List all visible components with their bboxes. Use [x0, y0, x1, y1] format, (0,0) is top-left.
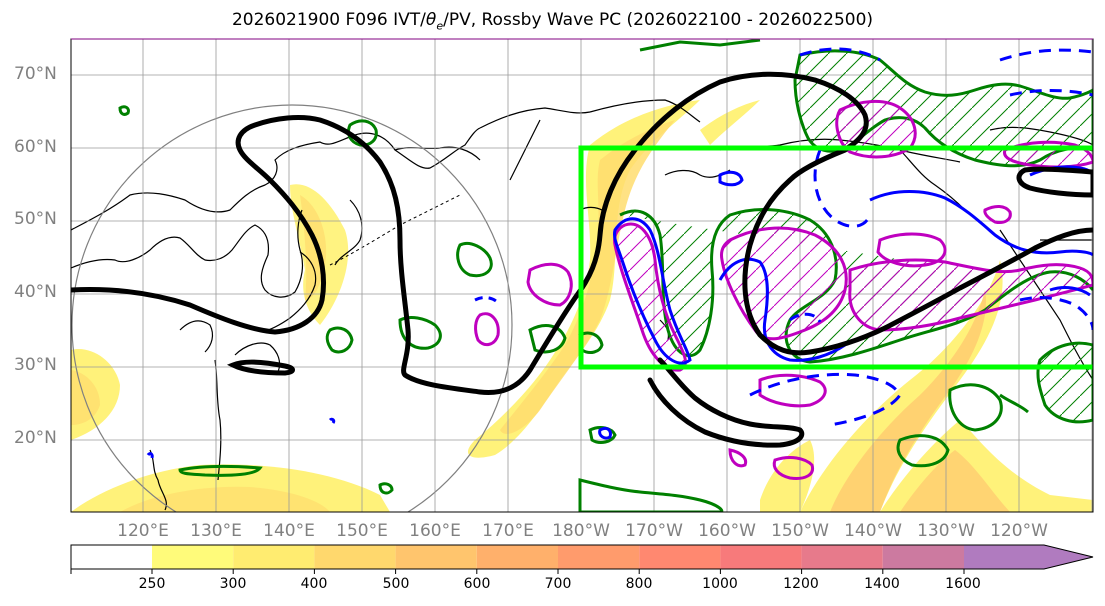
lon-label-120w: 120°W — [990, 521, 1048, 541]
colorbar-extend-arrow — [1044, 545, 1093, 569]
colorbar-label-1000: 1000 — [702, 576, 738, 592]
colorbar-outline — [70, 544, 1094, 570]
colorbar-label-1200: 1200 — [783, 576, 819, 592]
colorbar-label-250: 250 — [138, 576, 166, 592]
lon-label-140e: 140°E — [263, 521, 315, 541]
colorbar-label-300: 300 — [219, 576, 247, 592]
colorbar — [70, 544, 1094, 574]
map-title: 2026021900 F096 IVT/θe/PV, Rossby Wave P… — [0, 10, 1105, 32]
title-suffix: /PV, Rossby Wave PC (2026022100 - 202602… — [443, 10, 874, 30]
lon-label-130w: 130°W — [917, 521, 975, 541]
lon-label-170w: 170°W — [625, 521, 683, 541]
lon-label-130e: 130°E — [190, 521, 242, 541]
pv-2pvu-contours — [71, 71, 1093, 448]
colorbar-bin — [152, 545, 234, 569]
lat-label-60n: 60°N — [14, 137, 57, 157]
colorbar-label-700: 700 — [544, 576, 572, 592]
lon-label-160e: 160°E — [409, 521, 461, 541]
lat-label-30n: 30°N — [14, 355, 57, 375]
title-theta-sub: e — [436, 19, 444, 33]
ivt-shading — [71, 100, 1093, 512]
theta-e-contours — [146, 47, 1093, 459]
title-prefix: 2026021900 F096 IVT/ — [231, 10, 426, 30]
colorbar-bin — [639, 545, 721, 569]
lon-label-120e: 120°E — [117, 521, 169, 541]
colorbar-bin — [558, 545, 640, 569]
colorbar-bin — [801, 545, 883, 569]
lon-label-160w: 160°W — [698, 521, 756, 541]
colorbar-bin — [720, 545, 802, 569]
lon-label-140w: 140°W — [844, 521, 902, 541]
colorbar-bin — [314, 545, 396, 569]
lat-label-20n: 20°N — [14, 428, 57, 448]
colorbar-label-600: 600 — [463, 576, 491, 592]
colorbar-label-1400: 1400 — [864, 576, 900, 592]
colorbar-label-500: 500 — [382, 576, 410, 592]
domain-circle — [71, 104, 513, 512]
lat-label-50n: 50°N — [14, 209, 57, 229]
colorbar-label-1600: 1600 — [945, 576, 981, 592]
region-box — [578, 145, 1093, 370]
lat-label-70n: 70°N — [14, 64, 57, 84]
colorbar-bin — [233, 545, 315, 569]
colorbar-bin — [476, 545, 558, 569]
lon-label-150w: 150°W — [771, 521, 829, 541]
colorbar-bin — [964, 545, 1044, 569]
colorbar-first-bin — [71, 545, 152, 569]
colorbar-bin — [882, 545, 964, 569]
colorbar-bin — [395, 545, 477, 569]
title-theta: θ — [425, 10, 437, 30]
lat-label-40n: 40°N — [14, 282, 57, 302]
colorbar-label-400: 400 — [300, 576, 328, 592]
lon-label-170e: 170°E — [482, 521, 534, 541]
lon-label-150e: 150°E — [336, 521, 388, 541]
colorbar-label-800: 800 — [625, 576, 653, 592]
lon-label-180w: 180°W — [552, 521, 610, 541]
